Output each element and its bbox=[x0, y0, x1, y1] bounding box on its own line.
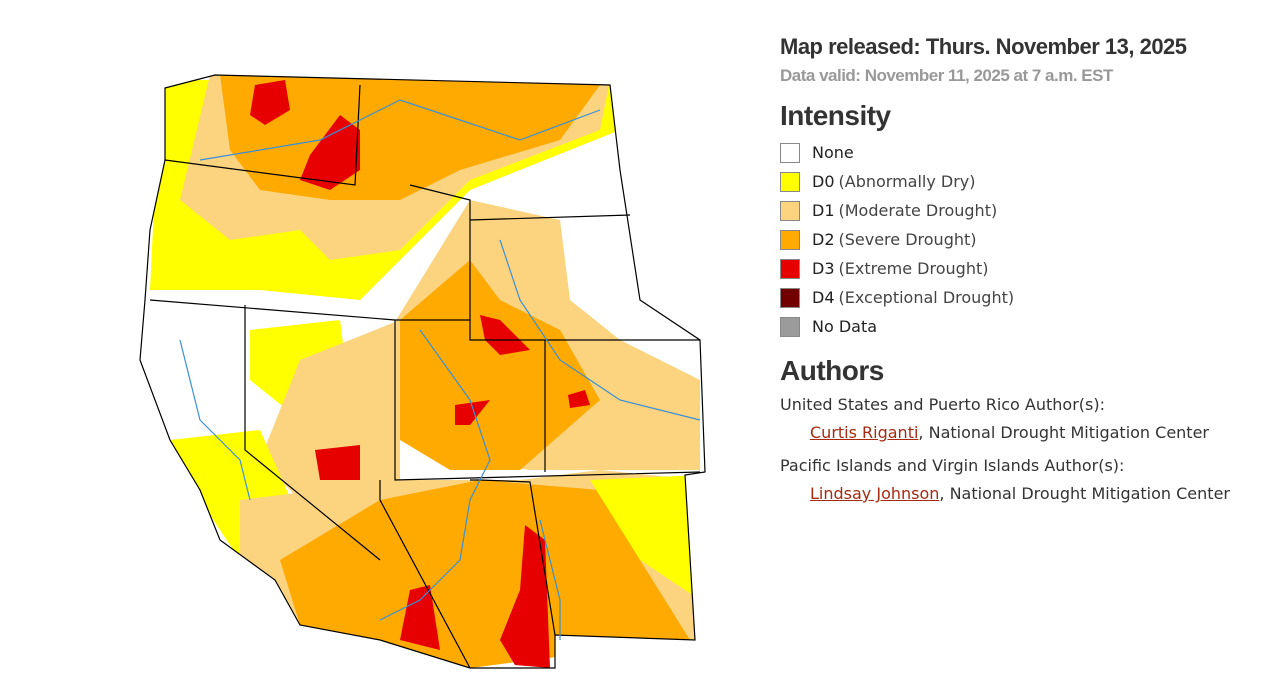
map-released: Map released: Thurs. November 13, 2025 bbox=[780, 34, 1187, 59]
state-borders bbox=[139, 74, 706, 669]
drought-areas bbox=[150, 75, 700, 668]
legend-item: D4 (Exceptional Drought) bbox=[780, 283, 1260, 312]
legend-label: (Severe Drought) bbox=[838, 230, 977, 249]
author-heading: Pacific Islands and Virgin Islands Autho… bbox=[780, 456, 1125, 475]
legend: None D0 (Abnormally Dry) D1 (Moderate Drough… bbox=[780, 138, 1260, 341]
legend-swatch bbox=[780, 171, 800, 192]
rivers bbox=[179, 99, 701, 640]
legend-swatch bbox=[780, 258, 800, 279]
legend-swatch bbox=[780, 200, 800, 221]
author-line: Curtis Riganti, National Drought Mitigat… bbox=[810, 423, 1260, 442]
author-groups: United States and Puerto Rico Author(s):… bbox=[780, 395, 1260, 503]
legend-title: Intensity bbox=[780, 100, 891, 131]
author-group: United States and Puerto Rico Author(s):… bbox=[780, 395, 1260, 442]
author-affiliation: , National Drought Mitigation Center bbox=[918, 423, 1209, 442]
legend-item: D1 (Moderate Drought) bbox=[780, 196, 1260, 225]
legend-code: D2 bbox=[812, 230, 835, 249]
legend-item: None bbox=[780, 138, 1260, 167]
legend-item: No Data bbox=[780, 312, 1260, 341]
legend-code: No Data bbox=[812, 317, 878, 336]
legend-code: D0 bbox=[812, 172, 835, 191]
authors-title: Authors bbox=[780, 355, 884, 386]
author-line: Lindsay Johnson, National Drought Mitiga… bbox=[810, 484, 1260, 503]
legend-label: (Exceptional Drought) bbox=[838, 288, 1015, 307]
legend-swatch bbox=[780, 316, 800, 337]
side-panel: Map released: Thurs. November 13, 2025 D… bbox=[780, 34, 1260, 517]
legend-code: None bbox=[812, 143, 854, 162]
author-group: Pacific Islands and Virgin Islands Autho… bbox=[780, 456, 1260, 503]
legend-item: D2 (Severe Drought) bbox=[780, 225, 1260, 254]
legend-code: D4 bbox=[812, 288, 835, 307]
author-link[interactable]: Lindsay Johnson bbox=[810, 484, 940, 503]
author-link[interactable]: Curtis Riganti bbox=[810, 423, 919, 442]
legend-code: D1 bbox=[812, 201, 835, 220]
legend-swatch bbox=[780, 142, 800, 163]
legend-code: D3 bbox=[812, 259, 835, 278]
legend-label: (Moderate Drought) bbox=[838, 201, 998, 220]
drought-map bbox=[139, 74, 706, 669]
legend-item: D3 (Extreme Drought) bbox=[780, 254, 1260, 283]
legend-swatch bbox=[780, 287, 800, 308]
author-affiliation: , National Drought Mitigation Center bbox=[939, 484, 1230, 503]
author-heading: United States and Puerto Rico Author(s): bbox=[780, 395, 1106, 414]
data-valid: Data valid: November 11, 2025 at 7 a.m. … bbox=[780, 66, 1113, 85]
legend-label: (Extreme Drought) bbox=[838, 259, 989, 278]
legend-label: (Abnormally Dry) bbox=[838, 172, 976, 191]
legend-item: D0 (Abnormally Dry) bbox=[780, 167, 1260, 196]
legend-swatch bbox=[780, 229, 800, 250]
